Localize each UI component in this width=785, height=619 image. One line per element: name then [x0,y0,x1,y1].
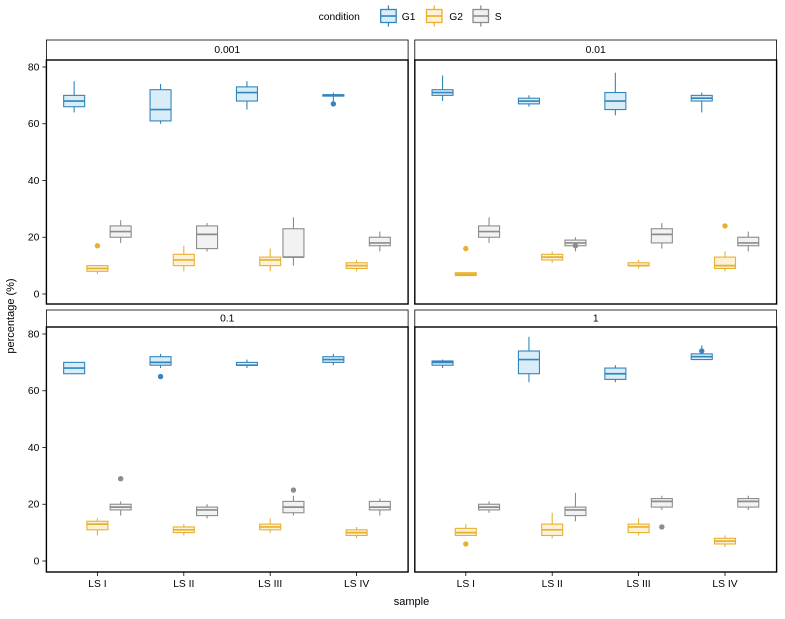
svg-text:0.1: 0.1 [220,314,235,325]
svg-text:LS I: LS I [457,579,475,590]
svg-text:0.01: 0.01 [586,45,606,56]
svg-text:20: 20 [28,500,40,511]
svg-text:60: 60 [28,119,40,130]
svg-text:40: 40 [28,176,40,187]
svg-text:80: 80 [28,62,40,73]
svg-text:LS II: LS II [173,579,194,590]
svg-text:20: 20 [28,233,40,244]
svg-text:LS III: LS III [258,579,282,590]
svg-text:60: 60 [28,386,40,397]
svg-text:G1: G1 [402,12,416,23]
svg-text:1: 1 [593,314,599,325]
svg-text:0.001: 0.001 [214,45,240,56]
svg-text:LS IV: LS IV [344,579,369,590]
svg-text:sample: sample [394,596,429,608]
svg-text:80: 80 [28,329,40,340]
svg-text:S: S [495,12,502,23]
svg-text:40: 40 [28,443,40,454]
svg-text:0: 0 [34,556,40,567]
svg-text:percentage (%): percentage (%) [5,278,17,353]
svg-text:0: 0 [34,289,40,300]
svg-text:LS IV: LS IV [712,579,737,590]
svg-text:LS I: LS I [88,579,106,590]
svg-text:G2: G2 [449,12,463,23]
svg-text:LS II: LS II [542,579,563,590]
svg-text:condition: condition [319,12,360,23]
svg-text:LS III: LS III [627,579,651,590]
